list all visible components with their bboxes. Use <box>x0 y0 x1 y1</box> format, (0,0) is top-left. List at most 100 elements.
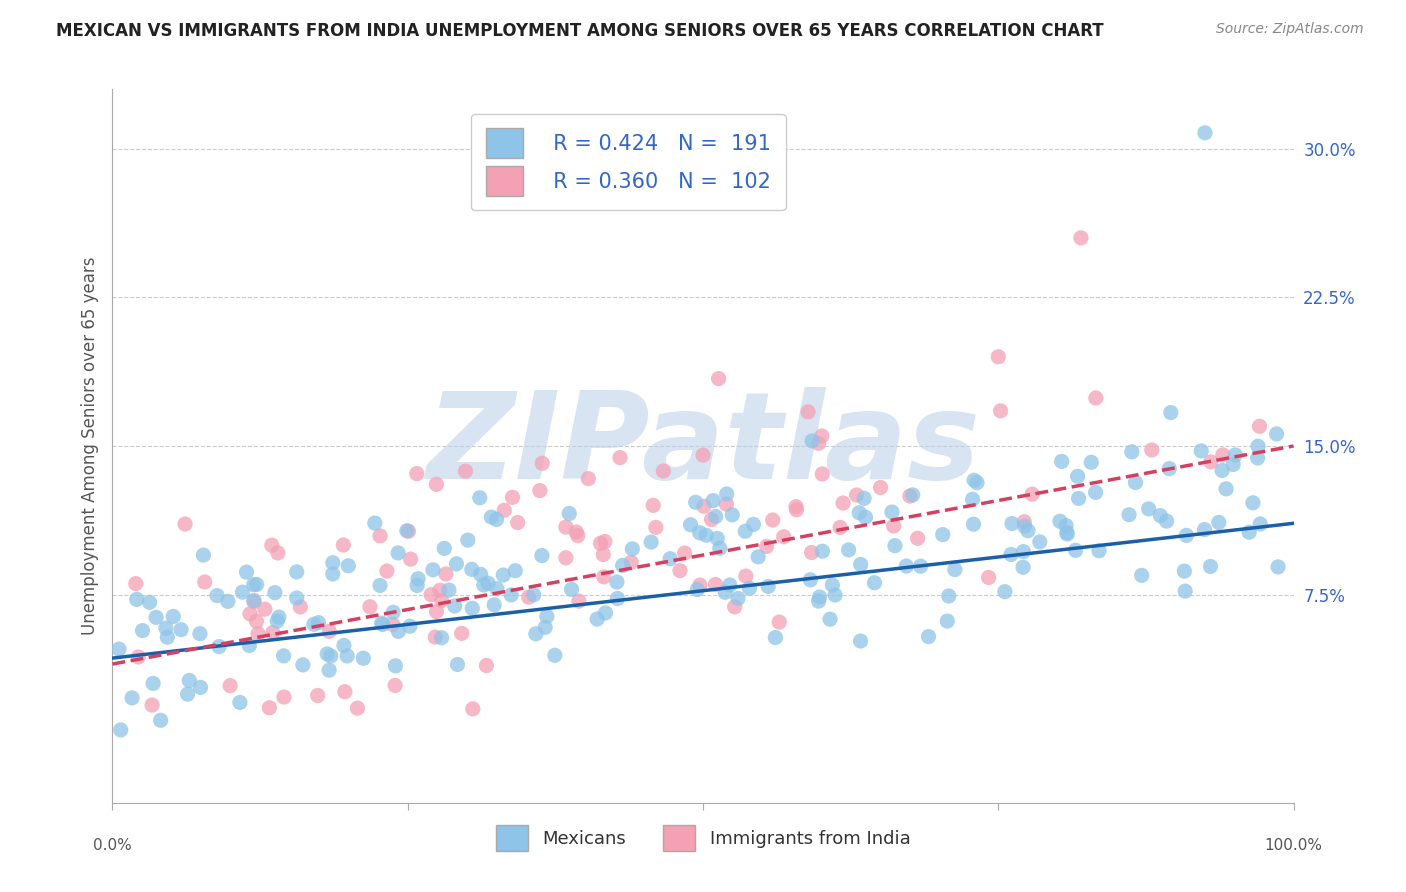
Point <box>492 568 515 582</box>
Point <box>849 634 872 648</box>
Point <box>901 488 924 502</box>
Point <box>869 481 891 495</box>
Point <box>1067 491 1090 506</box>
Point <box>141 698 163 712</box>
Point <box>695 528 717 542</box>
Point <box>848 506 870 520</box>
Point <box>318 663 340 677</box>
Point <box>127 650 149 665</box>
Point <box>855 510 877 524</box>
Point <box>371 617 394 632</box>
Point <box>943 563 966 577</box>
Point <box>242 577 264 591</box>
Text: MEXICAN VS IMMIGRANTS FROM INDIA UNEMPLOYMENT AMONG SENIORS OVER 65 YEARS CORREL: MEXICAN VS IMMIGRANTS FROM INDIA UNEMPLO… <box>56 22 1104 40</box>
Point <box>609 450 631 465</box>
Point <box>384 678 406 692</box>
Point <box>425 630 447 644</box>
Point <box>387 624 409 639</box>
Point <box>443 599 465 613</box>
Point <box>381 617 404 632</box>
Point <box>475 658 498 673</box>
Point <box>853 491 876 506</box>
Point <box>1012 544 1035 558</box>
Point <box>420 588 443 602</box>
Point <box>243 593 266 607</box>
Point <box>176 687 198 701</box>
Point <box>1137 501 1160 516</box>
Point <box>430 631 453 645</box>
Point <box>253 602 276 616</box>
Point <box>336 648 359 663</box>
Point <box>1064 543 1087 558</box>
Point <box>1156 514 1178 528</box>
Point <box>606 575 628 590</box>
Point <box>1130 568 1153 582</box>
Point <box>679 517 702 532</box>
Point <box>830 520 852 534</box>
Point <box>669 564 692 578</box>
Point <box>592 548 614 562</box>
Point <box>838 542 860 557</box>
Point <box>799 573 821 587</box>
Point <box>1194 126 1216 140</box>
Point <box>494 503 516 517</box>
Point <box>142 676 165 690</box>
Point <box>1215 482 1237 496</box>
Point <box>396 524 419 539</box>
Point <box>454 464 477 478</box>
Point <box>987 350 1010 364</box>
Point <box>554 550 576 565</box>
Point <box>917 630 939 644</box>
Text: 100.0%: 100.0% <box>1264 838 1323 854</box>
Point <box>707 371 730 385</box>
Point <box>387 546 409 560</box>
Point <box>704 509 727 524</box>
Point <box>709 541 731 556</box>
Point <box>565 524 588 539</box>
Point <box>718 578 741 592</box>
Point <box>807 594 830 608</box>
Point <box>706 532 728 546</box>
Point <box>188 626 211 640</box>
Point <box>702 493 724 508</box>
Point <box>1012 515 1035 529</box>
Point <box>267 546 290 560</box>
Point <box>994 584 1017 599</box>
Point <box>936 614 959 628</box>
Point <box>1225 448 1247 462</box>
Point <box>704 577 727 591</box>
Point <box>1199 455 1222 469</box>
Point <box>375 564 398 578</box>
Point <box>689 578 711 592</box>
Point <box>1084 391 1107 405</box>
Point <box>685 495 707 509</box>
Point <box>1049 514 1071 528</box>
Point <box>125 576 148 591</box>
Point <box>640 535 662 549</box>
Point <box>700 512 723 526</box>
Point <box>346 701 368 715</box>
Point <box>156 630 179 644</box>
Point <box>322 567 344 582</box>
Point <box>801 434 824 448</box>
Point <box>425 477 447 491</box>
Point <box>938 589 960 603</box>
Point <box>307 615 329 630</box>
Point <box>884 539 907 553</box>
Point <box>247 626 270 640</box>
Point <box>239 607 262 621</box>
Point <box>461 562 484 576</box>
Point <box>990 404 1012 418</box>
Point <box>190 681 212 695</box>
Point <box>1125 475 1147 490</box>
Point <box>1149 508 1171 523</box>
Point <box>517 590 540 604</box>
Point <box>479 510 502 524</box>
Point <box>807 436 830 450</box>
Point <box>285 591 308 605</box>
Point <box>434 566 457 581</box>
Point <box>302 617 325 632</box>
Point <box>1088 543 1111 558</box>
Point <box>932 527 955 541</box>
Point <box>523 588 546 602</box>
